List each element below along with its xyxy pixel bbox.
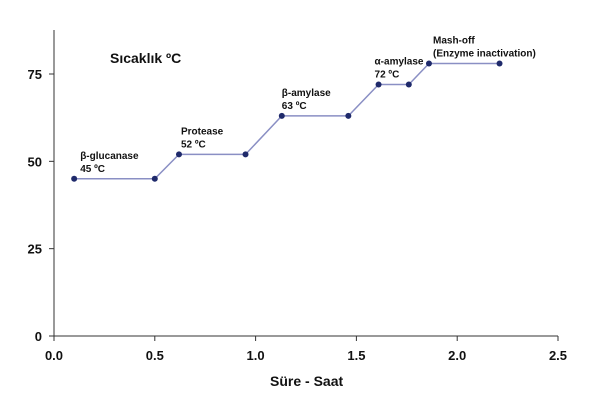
x-tick-label: 2.0 [448, 348, 466, 363]
data-point [496, 60, 503, 67]
annotation-line: β-amylase [282, 88, 331, 99]
annotation-line: α-amylase [375, 56, 424, 67]
annotation: β-glucanase 45 ºC [80, 151, 139, 175]
x-tick-label: 1.0 [247, 348, 265, 363]
y-tick-label: 0 [35, 329, 42, 344]
annotations: β-glucanase 45 ºC Protease 52 ºC β-amylase 63… [80, 36, 536, 175]
annotation-line: 52 ºC [181, 139, 206, 150]
y-tick-label: 75 [28, 67, 42, 82]
series-lines [74, 62, 500, 180]
data-point [151, 175, 158, 182]
annotation-line: (Enzyme inactivation) [433, 49, 536, 60]
x-tick-label: 0.0 [45, 348, 63, 363]
data-point [242, 151, 249, 158]
x-tick-label: 1.5 [347, 348, 365, 363]
y-tick-label: 50 [28, 154, 42, 169]
annotation: Mash-off (Enzyme inactivation) [433, 36, 536, 60]
annotation-line: 45 ºC [80, 164, 105, 175]
data-point [71, 175, 78, 182]
annotation-line: 63 ºC [282, 101, 307, 112]
series-points [71, 60, 503, 182]
data-point [278, 112, 285, 119]
chart-title: Sıcaklık ºC [110, 50, 181, 66]
data-point [175, 151, 182, 158]
data-point [405, 81, 412, 88]
x-ticks: 0.0 0.5 1.0 1.5 2.0 2.5 [45, 336, 567, 363]
annotation: α-amylase 72 ºC [375, 56, 424, 80]
y-tick-label: 25 [28, 242, 42, 257]
annotation: Protease 52 ºC [181, 126, 224, 150]
annotation: β-amylase 63 ºC [282, 88, 331, 112]
x-tick-label: 2.5 [549, 348, 567, 363]
data-point [425, 60, 432, 67]
series-line [74, 62, 500, 180]
x-axis-title: Süre - Saat [270, 373, 343, 389]
annotation-line: β-glucanase [80, 151, 139, 162]
data-point [375, 81, 382, 88]
y-ticks: 0 25 50 75 [28, 67, 54, 344]
annotation-line: Protease [181, 126, 224, 137]
annotation-line: Mash-off [433, 36, 475, 47]
data-point [345, 112, 352, 119]
x-tick-label: 0.5 [146, 348, 164, 363]
annotation-line: 72 ºC [375, 69, 400, 80]
